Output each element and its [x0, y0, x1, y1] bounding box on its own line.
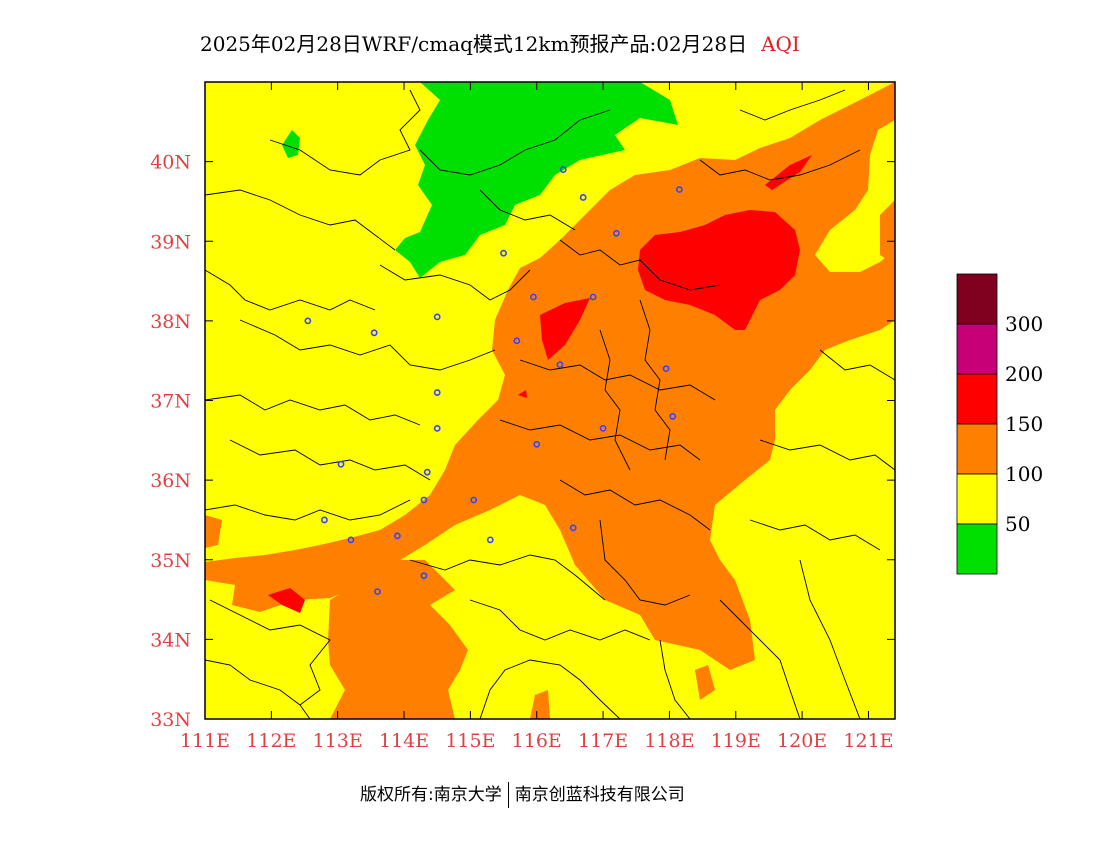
- x-tick-label: 119E: [711, 730, 761, 752]
- medium-region-east: [638, 210, 800, 330]
- y-tick-label: 37N: [150, 391, 191, 413]
- x-tick-label: 120E: [777, 730, 827, 752]
- x-tick-label: 114E: [379, 730, 429, 752]
- medium-region-north: [765, 155, 812, 190]
- light-region-west: [205, 515, 222, 548]
- x-tick-label: 118E: [644, 730, 694, 752]
- city-marker: [500, 249, 507, 257]
- y-tick-label: 38N: [150, 311, 191, 333]
- city-marker: [420, 496, 428, 504]
- aqi-legend: 300 200 150 100 50: [956, 273, 1043, 575]
- city-marker: [569, 524, 577, 532]
- variable-label: AQI: [761, 32, 800, 56]
- y-tick-label: 36N: [150, 470, 191, 492]
- city-marker: [662, 365, 670, 373]
- city-marker: [420, 572, 428, 580]
- city-markers: [304, 166, 683, 595]
- x-tick-label: 116E: [512, 730, 562, 752]
- admin-boundaries: [205, 89, 895, 719]
- y-axis: 40N 39N 38N 37N 36N 35N 34N 33N: [150, 152, 895, 731]
- city-marker: [675, 186, 683, 193]
- city-marker: [579, 194, 587, 201]
- legend-label: 300: [1005, 312, 1043, 336]
- legend-swatch: [956, 373, 998, 425]
- footer: 版权所有:南京大学 南京创蓝科技有限公司: [360, 780, 685, 808]
- medium-region-central: [540, 298, 590, 360]
- x-tick-label: 115E: [445, 730, 495, 752]
- city-marker: [394, 532, 401, 540]
- city-marker: [669, 413, 677, 420]
- x-axis: 111E 112E 113E 114E 115E 116E 117E 118E 119E 120E…: [180, 82, 894, 752]
- city-marker: [599, 424, 607, 432]
- city-marker: [559, 166, 567, 173]
- legend-label: 50: [1005, 512, 1030, 536]
- legend-swatch: [956, 323, 998, 375]
- x-tick-label: 111E: [180, 730, 230, 752]
- light-region-east: [880, 200, 895, 265]
- y-tick-label: 35N: [150, 550, 191, 572]
- light-region-sw: [530, 690, 550, 719]
- city-marker: [374, 588, 381, 595]
- city-marker: [304, 317, 312, 325]
- city-marker: [513, 337, 521, 345]
- good-region-small: [282, 130, 300, 158]
- city-marker: [433, 389, 441, 396]
- city-marker: [347, 536, 355, 544]
- city-marker: [433, 313, 441, 321]
- light-region-south: [328, 560, 468, 719]
- city-marker: [321, 516, 328, 524]
- legend-label: 100: [1005, 462, 1043, 486]
- city-marker: [470, 496, 478, 504]
- city-marker: [556, 361, 564, 369]
- legend-swatch: [956, 273, 998, 325]
- city-marker: [423, 468, 431, 476]
- medium-region-west: [268, 588, 305, 613]
- y-tick-label: 34N: [150, 629, 191, 651]
- city-marker: [589, 293, 597, 301]
- legend-swatch: [956, 423, 998, 475]
- x-tick-label: 121E: [843, 730, 893, 752]
- map-field: [205, 82, 895, 719]
- city-marker: [370, 329, 378, 337]
- y-tick-label: 33N: [150, 709, 191, 731]
- city-marker: [612, 229, 620, 237]
- footer-separator: [507, 782, 509, 808]
- light-region-se: [695, 665, 715, 700]
- legend-label: 200: [1005, 362, 1043, 386]
- copyright-text: 版权所有:南京大学: [360, 785, 502, 805]
- city-marker: [530, 293, 537, 301]
- page-title: 2025年02月28日WRF/cmaq模式12km预报产品:02月28日 AQI: [200, 28, 800, 57]
- y-tick-label: 40N: [150, 152, 191, 174]
- legend-swatch: [956, 473, 998, 525]
- city-marker: [533, 440, 541, 448]
- x-tick-label: 117E: [578, 730, 628, 752]
- medium-region-dot: [518, 390, 527, 398]
- title-text: 2025年02月28日WRF/cmaq模式12km预报产品:02月28日: [200, 32, 748, 56]
- y-tick-label: 39N: [150, 231, 191, 253]
- x-tick-label: 112E: [246, 730, 296, 752]
- good-region: [395, 82, 678, 278]
- legend-label: 150: [1005, 412, 1043, 436]
- city-marker: [433, 424, 441, 432]
- city-marker: [337, 460, 345, 468]
- x-tick-label: 113E: [313, 730, 363, 752]
- legend-swatch: [956, 523, 998, 575]
- company-text: 南京创蓝科技有限公司: [514, 785, 685, 805]
- city-marker: [486, 536, 494, 544]
